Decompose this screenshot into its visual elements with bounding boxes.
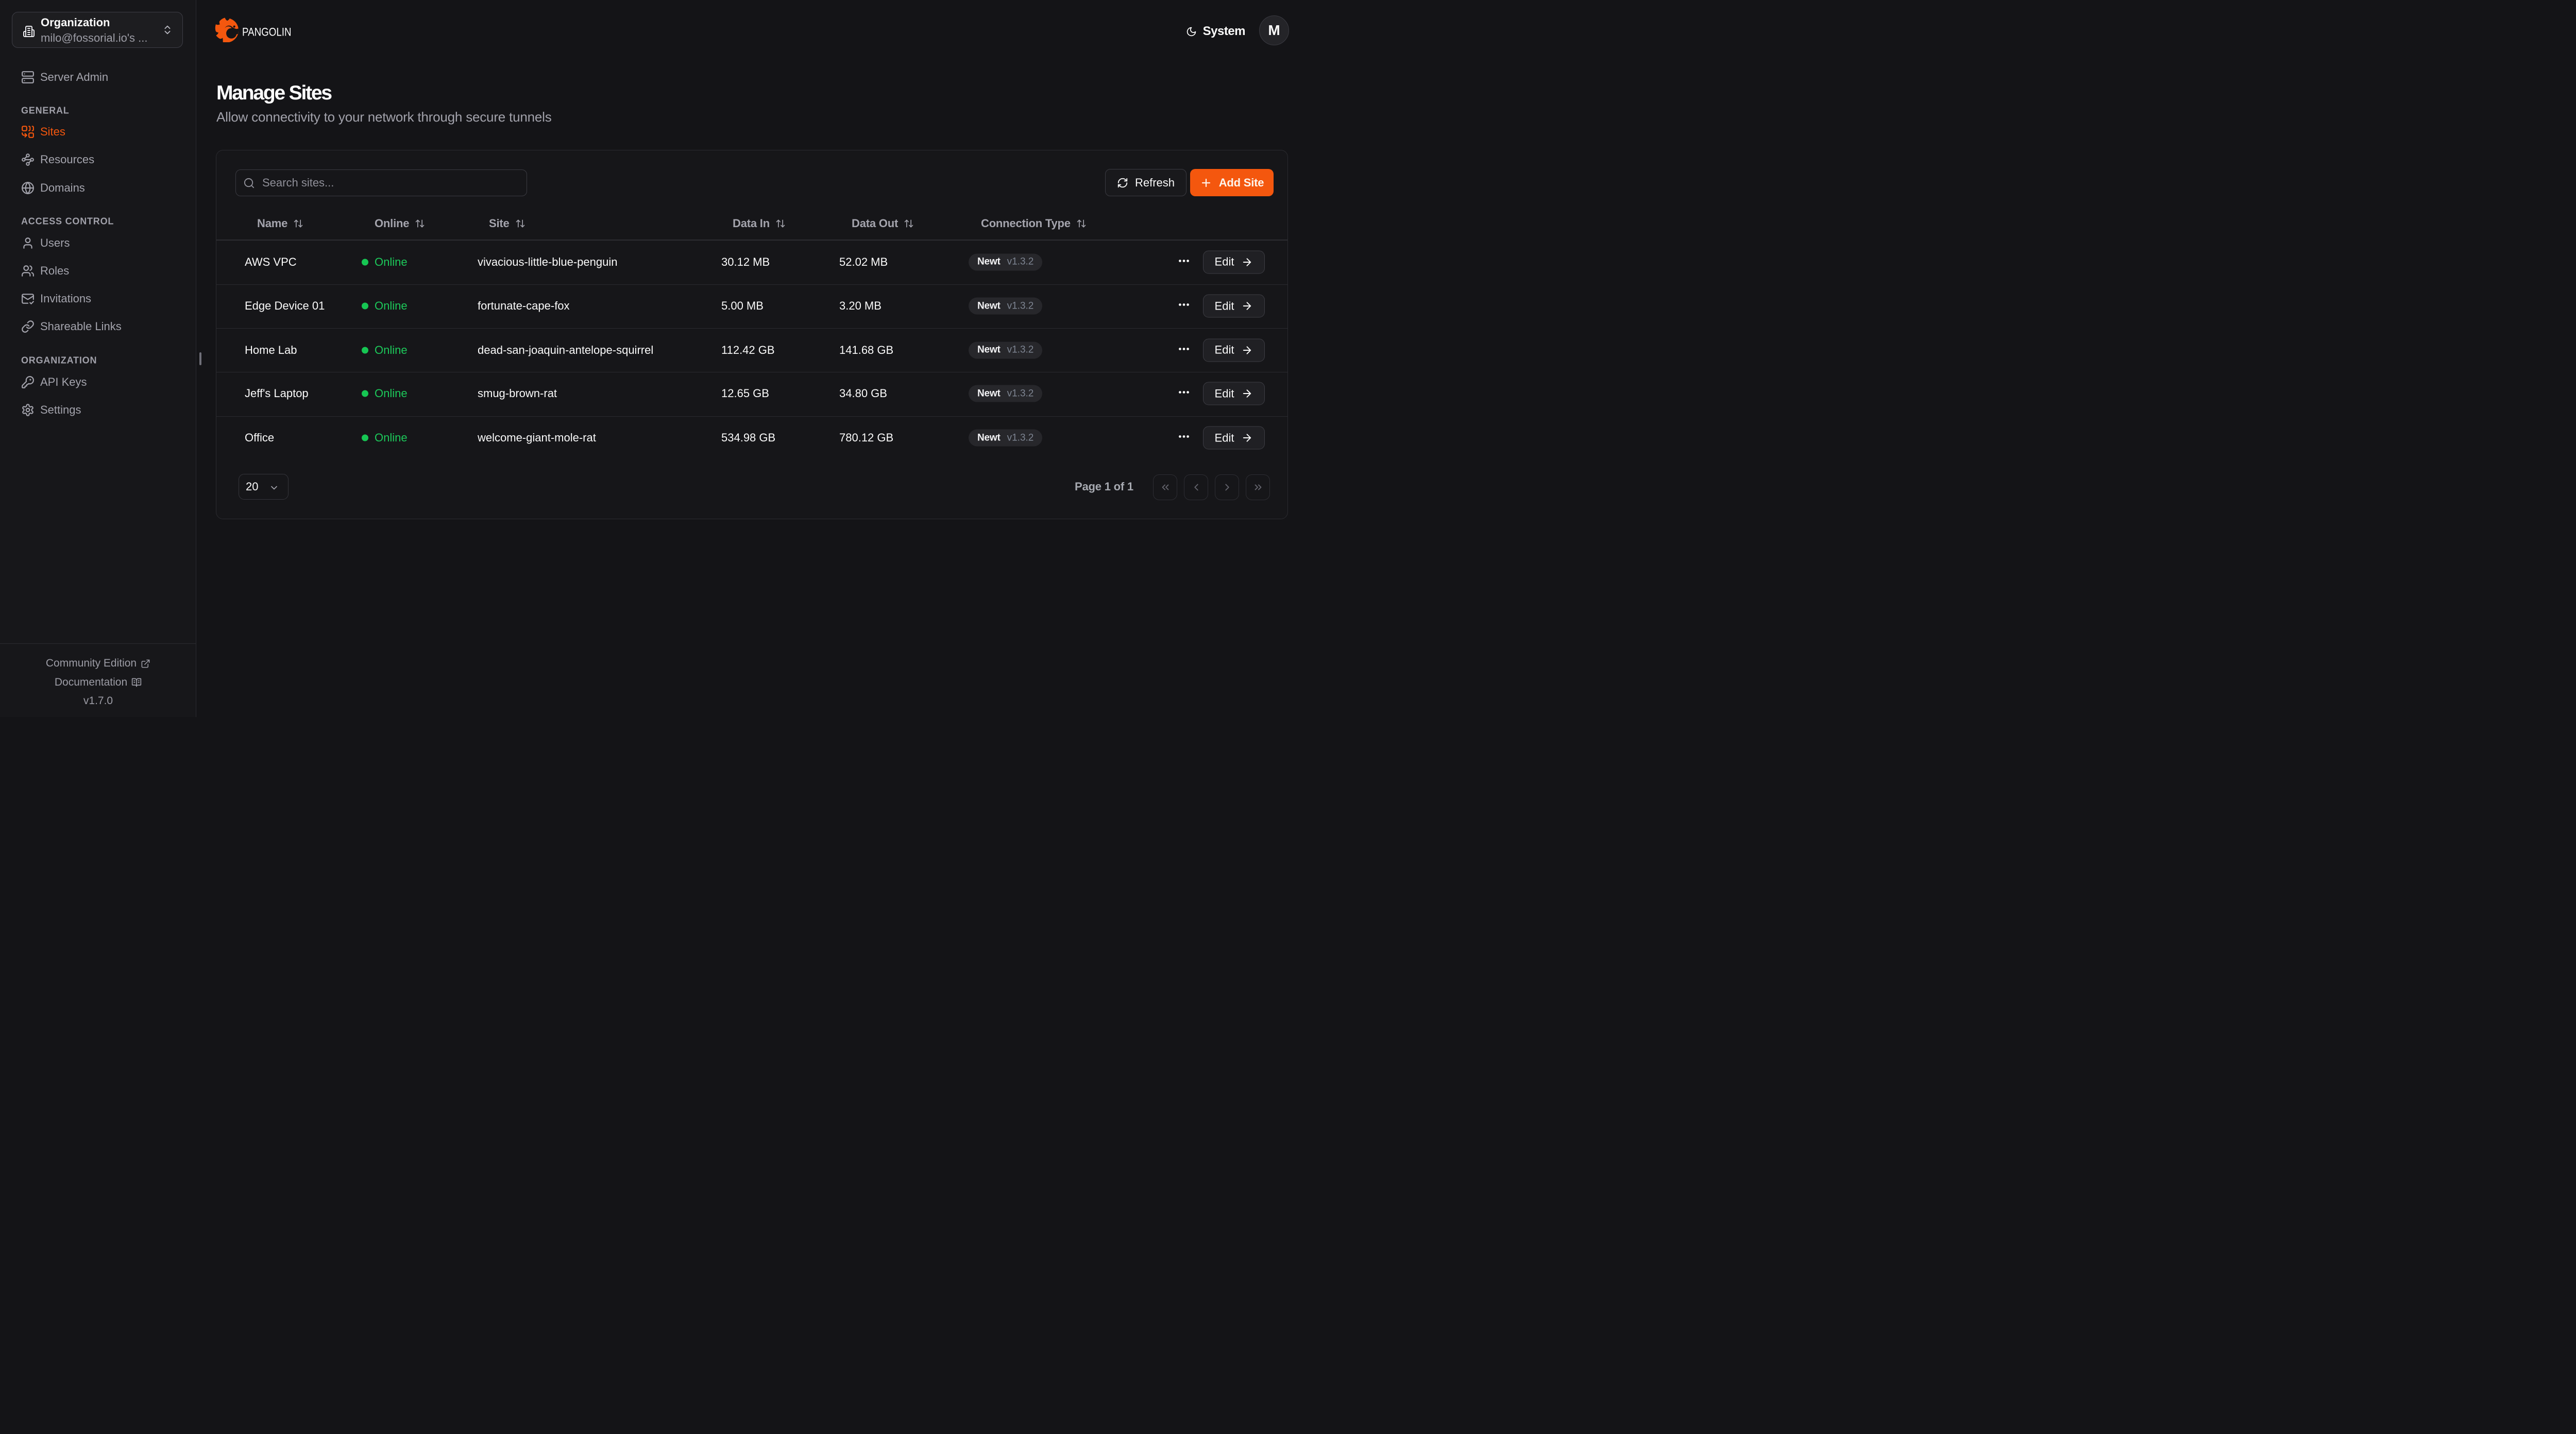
svg-text:PANGOLIN: PANGOLIN	[242, 26, 292, 39]
